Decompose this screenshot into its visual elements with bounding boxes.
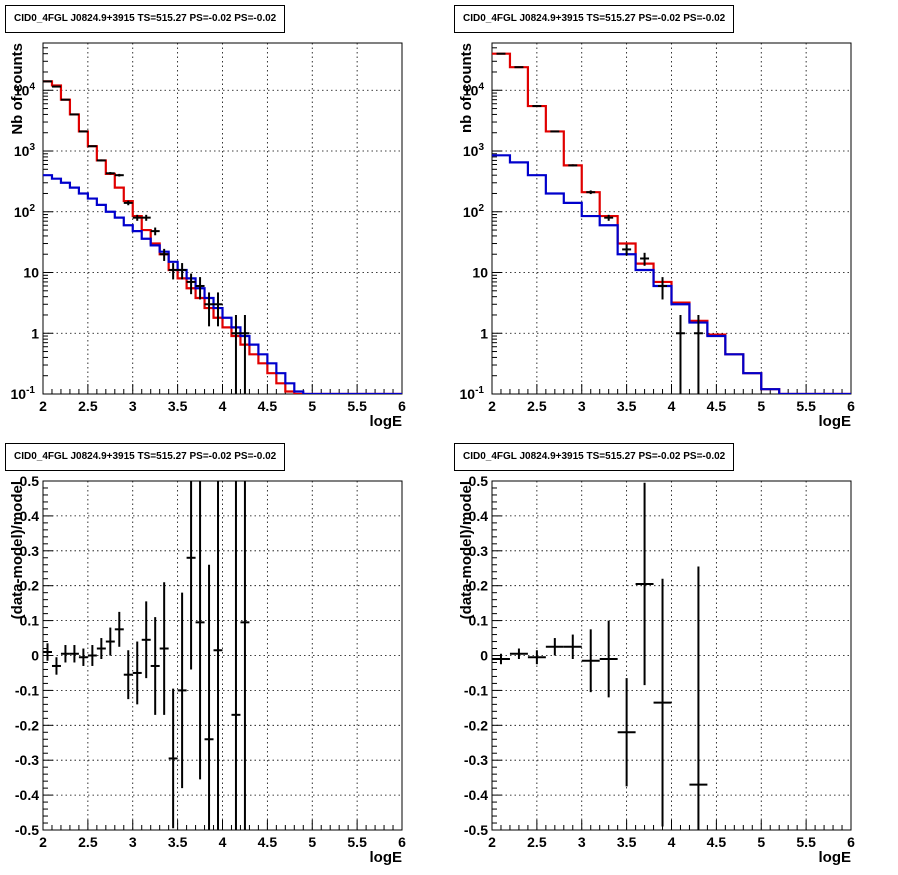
y-tick-label: 1: [31, 325, 39, 341]
panel-title: CID0_4FGL J0824.9+3915 TS=515.27 PS=-0.0…: [454, 443, 735, 471]
x-tick-label: 3: [129, 834, 137, 850]
x-tick-label: 3: [578, 834, 586, 850]
y-tick-label: 103: [14, 142, 36, 159]
plot-frame: [491, 480, 852, 831]
y-tick-label: 0.5: [20, 473, 40, 489]
x-tick-label: 2.5: [78, 834, 98, 850]
y-tick-label: 103: [463, 142, 485, 159]
y-axis-title: (data-model)/model: [9, 481, 26, 619]
x-tick-label: 4: [668, 834, 676, 850]
y-tick-label: -0.2: [15, 717, 39, 733]
x-tick-label: 3: [129, 398, 137, 414]
x-axis-title: logE: [819, 849, 852, 866]
x-axis-title: logE: [370, 849, 403, 866]
y-tick-label: 0.3: [469, 543, 489, 559]
x-tick-label: 6: [398, 834, 406, 850]
x-tick-label: 3: [578, 398, 586, 414]
data-points: [43, 80, 250, 394]
y-tick-label: 10: [23, 265, 39, 281]
panel-title: CID0_4FGL J0824.9+3915 TS=515.27 PS=-0.0…: [5, 5, 286, 33]
panel-bottom-left-residuals: 2 2.5 3 3.5 4 4.5 5 5.5 6 -0.5 -0.4 -0.3 -0.2 -0.1 0 0.…: [9, 473, 406, 866]
y-tick-label: -0.3: [464, 752, 488, 768]
y-tick-label: 10-1: [11, 385, 36, 402]
x-tick-label: 4.5: [707, 834, 727, 850]
y-tick-label: 0.2: [469, 578, 489, 594]
y-tick-label: 0.4: [20, 508, 40, 524]
y-tick-label: 0.5: [469, 473, 489, 489]
y-tick-label: 1: [480, 325, 488, 341]
x-tick-label: 2.5: [527, 834, 547, 850]
y-axis-title: Nb of counts: [9, 43, 26, 135]
y-tick-label: 0.2: [20, 578, 40, 594]
plot-area: [43, 481, 250, 830]
x-tick-label: 5: [757, 398, 765, 414]
plot-area: [492, 482, 708, 830]
y-tick-label: 0.3: [20, 543, 40, 559]
x-tick-label: 2: [39, 834, 47, 850]
y-tick-label: 102: [463, 203, 485, 220]
x-tick-label: 4: [219, 398, 227, 414]
x-tick-label: 3.5: [168, 398, 188, 414]
y-tick-label: 0: [480, 648, 488, 664]
y-tick-label: -0.2: [464, 717, 488, 733]
y-tick-label: 10-1: [460, 385, 485, 402]
y-tick-label: 10: [472, 265, 488, 281]
x-tick-label: 5: [308, 398, 316, 414]
y-tick-label: 0: [31, 648, 39, 664]
panel-title: CID0_4FGL J0824.9+3915 TS=515.27 PS=-0.0…: [454, 5, 735, 33]
x-tick-label: 2.5: [78, 398, 98, 414]
y-tick-label: 0.1: [20, 613, 40, 629]
y-tick-label: 102: [14, 203, 36, 220]
y-axis-title: (data-model)/model: [458, 481, 475, 619]
x-tick-label: 6: [847, 834, 855, 850]
y-tick-label: -0.4: [15, 787, 39, 803]
x-tick-label: 5.5: [796, 398, 816, 414]
x-tick-label: 5: [308, 834, 316, 850]
y-tick-label: 0.4: [469, 508, 489, 524]
x-tick-label: 3.5: [617, 398, 637, 414]
x-tick-label: 5.5: [796, 834, 816, 850]
x-tick-label: 6: [847, 398, 855, 414]
x-axis-title: logE: [819, 413, 852, 430]
series-step-line: [492, 154, 851, 394]
plot-area: [492, 52, 851, 394]
plot-area: [43, 80, 402, 394]
series-step-line: [43, 174, 402, 394]
panel-top-left-counts: 2 2.5 3 3.5 4 4.5 5 5.5 6 10-1 1 10 102 103 104 logE Nb …: [9, 42, 406, 430]
y-tick-label: -0.1: [464, 682, 488, 698]
x-tick-label: 4.5: [258, 398, 278, 414]
x-tick-label: 4: [219, 834, 227, 850]
y-tick-label: -0.5: [15, 822, 39, 838]
x-tick-label: 5.5: [347, 398, 367, 414]
x-tick-label: 3.5: [168, 834, 188, 850]
panel-top-right-counts: 2 2.5 3 3.5 4 4.5 5 5.5 6 10-1 1 10 102 103 104 logE nb …: [458, 42, 855, 430]
x-tick-label: 6: [398, 398, 406, 414]
x-tick-label: 5: [757, 834, 765, 850]
y-tick-label: -0.1: [15, 682, 39, 698]
y-axis-title: nb of counts: [458, 43, 475, 133]
x-tick-label: 2: [39, 398, 47, 414]
panel-title: CID0_4FGL J0824.9+3915 TS=515.27 PS=-0.0…: [5, 443, 286, 471]
y-tick-label: 104: [14, 81, 36, 98]
x-tick-label: 4: [668, 398, 676, 414]
x-tick-label: 4.5: [707, 398, 727, 414]
data-points: [496, 52, 703, 394]
x-tick-label: 2.5: [527, 398, 547, 414]
x-tick-label: 5.5: [347, 834, 367, 850]
x-axis-title: logE: [370, 413, 403, 430]
x-tick-label: 2: [488, 834, 496, 850]
y-tick-label: -0.5: [464, 822, 488, 838]
y-tick-label: -0.3: [15, 752, 39, 768]
panel-bottom-right-residuals: 2 2.5 3 3.5 4 4.5 5 5.5 6 -0.5 -0.4 -0.3 -0.2 -0.1 0 0.…: [458, 473, 855, 866]
x-tick-label: 4.5: [258, 834, 278, 850]
y-tick-label: -0.4: [464, 787, 488, 803]
x-tick-label: 2: [488, 398, 496, 414]
y-tick-label: 0.1: [469, 613, 489, 629]
series-step-line: [43, 80, 402, 394]
y-tick-label: 104: [463, 81, 485, 98]
x-tick-label: 3.5: [617, 834, 637, 850]
